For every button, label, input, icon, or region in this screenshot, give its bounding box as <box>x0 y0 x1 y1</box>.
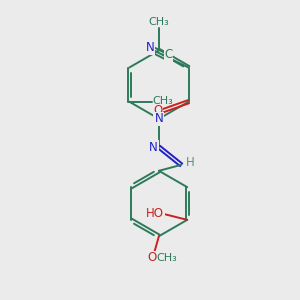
Text: N: N <box>154 112 163 125</box>
Text: N: N <box>149 140 158 154</box>
Text: C: C <box>164 48 173 61</box>
Text: O: O <box>148 251 157 264</box>
Text: H: H <box>186 156 195 169</box>
Text: CH₃: CH₃ <box>156 253 177 262</box>
Text: N: N <box>146 41 154 54</box>
Text: CH₃: CH₃ <box>148 16 169 27</box>
Text: O: O <box>153 104 163 117</box>
Text: CH₃: CH₃ <box>152 96 173 106</box>
Text: HO: HO <box>146 207 164 220</box>
